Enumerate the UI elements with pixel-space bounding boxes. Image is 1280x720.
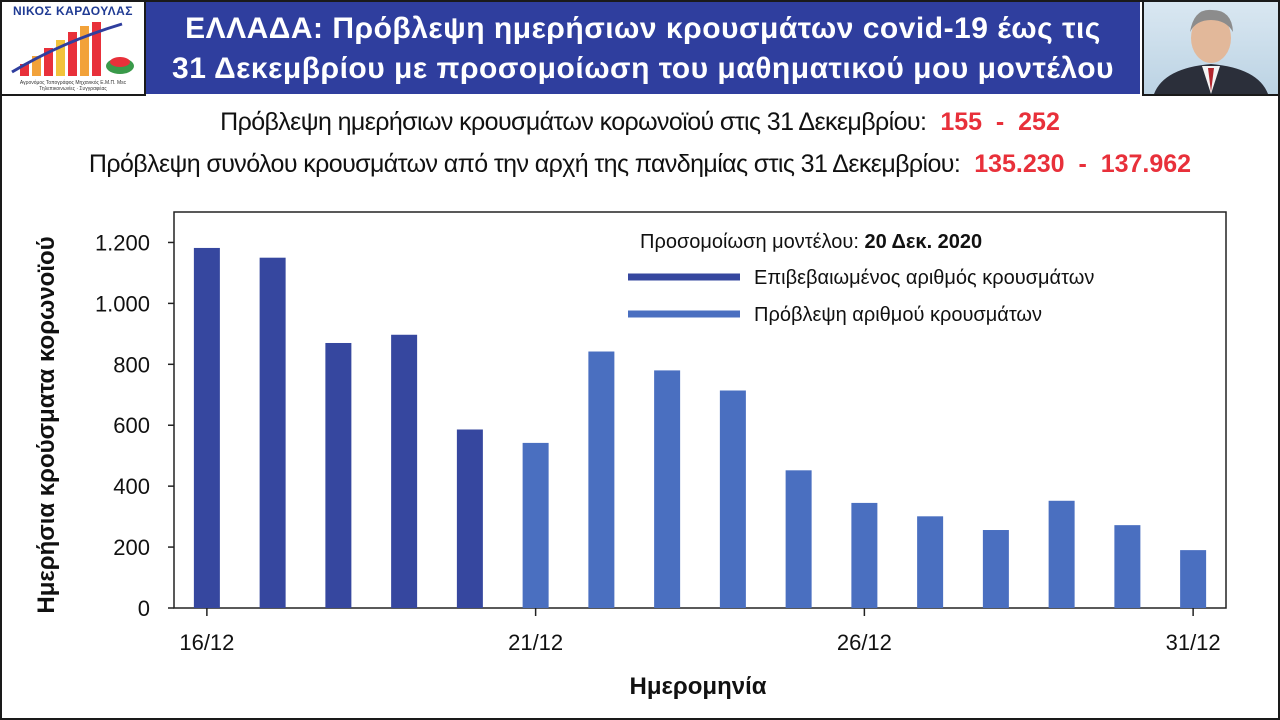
bar-forecast <box>785 470 812 608</box>
y-tick-label: 200 <box>113 535 150 560</box>
legend-label: Επιβεβαιωμένος αριθμός κρουσμάτων <box>754 267 1094 289</box>
daily-forecast-label: Πρόβλεψη ημερήσιων κρουσμάτων κορωνοϊού … <box>220 108 927 136</box>
bar-confirmed <box>391 334 418 608</box>
bar-growth-logo-icon <box>11 22 134 76</box>
bar-confirmed <box>456 429 483 608</box>
bar-forecast <box>851 502 878 608</box>
bar-forecast <box>719 390 746 608</box>
daily-forecast-value: 155 - 252 <box>940 108 1060 136</box>
chart-annotation-prefix: Προσομοίωση μοντέλου: <box>640 231 864 253</box>
y-tick-label: 1.000 <box>95 291 150 316</box>
bar-confirmed <box>259 257 286 608</box>
bar-confirmed <box>325 342 352 608</box>
bar-forecast <box>588 351 615 608</box>
chart-annotation: Προσομοίωση μοντέλου: 20 Δεκ. 2020 <box>640 231 982 253</box>
x-axis-title: Ημερομηνία <box>629 673 766 700</box>
total-forecast-value: 135.230 - 137.962 <box>974 150 1192 178</box>
y-tick-label: 0 <box>138 596 150 621</box>
y-tick-label: 1.200 <box>95 230 150 255</box>
title-banner: ΕΛΛΑΔΑ: Πρόβλεψη ημερήσιων κρουσμάτων co… <box>146 2 1140 94</box>
bar-forecast <box>654 370 681 608</box>
logo-subtitle: Αγρονόμος Τοπογράφος Μηχανικός Ε.Μ.Π. Ms… <box>19 80 127 92</box>
bar-forecast <box>1180 550 1207 608</box>
y-axis-title: Ημερήσια κρούσματα κορωνοϊού <box>33 236 60 613</box>
author-portrait-icon <box>1154 9 1268 94</box>
bar-forecast <box>522 442 549 608</box>
chart-annotation-date: 20 Δεκ. 2020 <box>864 231 982 253</box>
bar-forecast <box>982 530 1009 608</box>
x-tick-label: 26/12 <box>837 630 892 655</box>
plot-area <box>173 211 1227 609</box>
bar-forecast <box>917 516 944 608</box>
legend-label: Πρόβλεψη αριθμού κρουσμάτων <box>754 304 1042 326</box>
total-forecast-summary: Πρόβλεψη συνόλου κρουσμάτων από την αρχή… <box>0 150 1280 179</box>
page-title-line1: ΕΛΛΑΔΑ: Πρόβλεψη ημερήσιων κρουσμάτων co… <box>185 12 1101 45</box>
author-photo <box>1142 2 1278 96</box>
author-logo: ΝΙΚΟΣ ΚΑΡΔΟΥΛΑΣ Αγρονόμος Τοπογράφος Μηχ… <box>2 2 146 96</box>
y-tick-label: 800 <box>113 352 150 377</box>
y-tick-label: 600 <box>113 413 150 438</box>
bar-forecast <box>1048 500 1075 608</box>
logo-author-name: ΝΙΚΟΣ ΚΑΡΔΟΥΛΑΣ <box>12 4 134 18</box>
page-title-line2: 31 Δεκεμβρίου με προσομοίωση του μαθηματ… <box>172 52 1114 85</box>
y-tick-label: 400 <box>113 474 150 499</box>
total-forecast-label: Πρόβλεψη συνόλου κρουσμάτων από την αρχή… <box>88 150 961 178</box>
bar-confirmed <box>193 247 220 608</box>
x-tick-label: 16/12 <box>179 630 234 655</box>
daily-forecast-summary: Πρόβλεψη ημερήσιων κρουσμάτων κορωνοϊού … <box>0 108 1280 137</box>
x-tick-label: 21/12 <box>508 630 563 655</box>
bar-forecast <box>1114 525 1141 608</box>
x-tick-label: 31/12 <box>1166 630 1221 655</box>
